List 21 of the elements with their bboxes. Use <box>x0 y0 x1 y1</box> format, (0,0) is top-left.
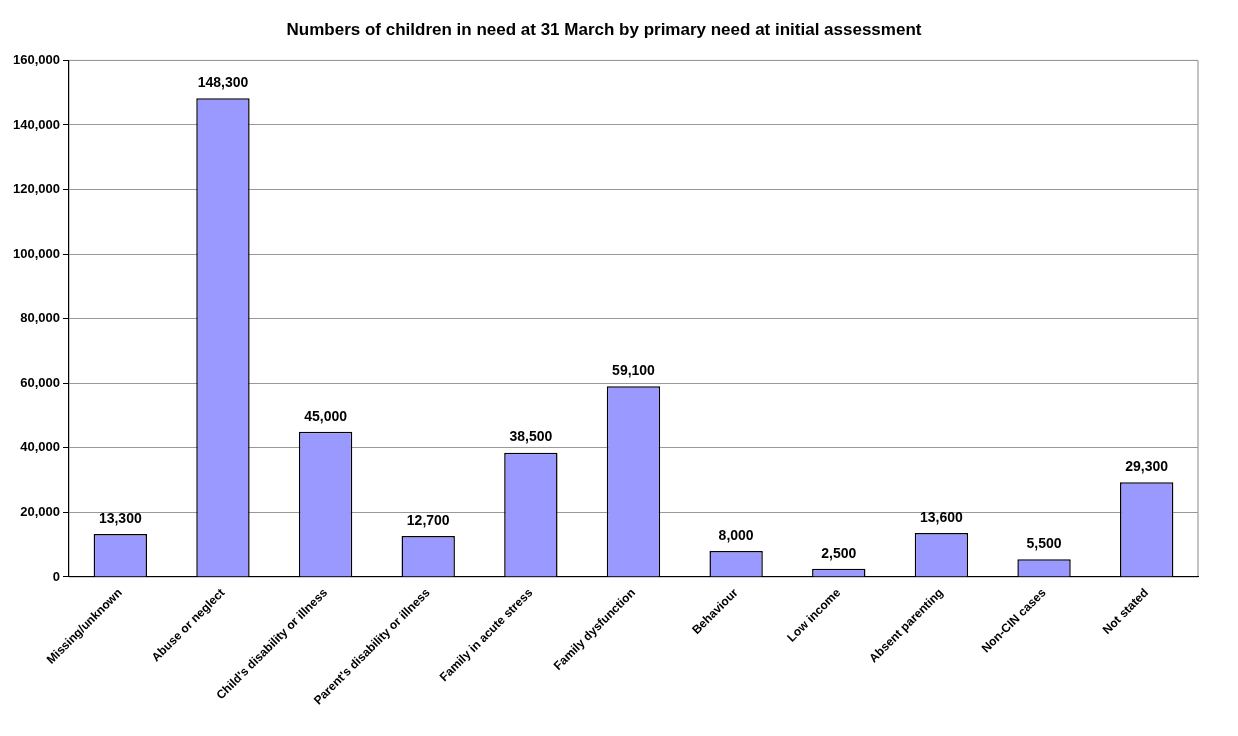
data-label: 29,300 <box>1125 458 1169 475</box>
y-tick-label: 40,000 <box>20 439 60 455</box>
data-label: 148,300 <box>197 74 249 91</box>
y-tick-label: 100,000 <box>12 245 60 261</box>
data-label: 12,700 <box>406 511 450 528</box>
data-label: 2,500 <box>821 544 857 561</box>
data-label: 8,000 <box>718 526 754 543</box>
data-label: 13,300 <box>98 509 142 526</box>
y-tick-label: 160,000 <box>12 51 60 67</box>
y-tick-label: 60,000 <box>20 374 60 390</box>
data-label: 45,000 <box>304 407 348 424</box>
y-tick-label: 80,000 <box>20 310 60 326</box>
data-label: 38,500 <box>509 428 553 445</box>
y-tick-label: 120,000 <box>12 181 60 197</box>
y-tick-label: 20,000 <box>20 503 60 519</box>
y-tick-label: 0 <box>52 568 60 584</box>
data-label: 13,600 <box>919 508 964 525</box>
chart-title: Numbers of children in need at 31 March by primary need at initial assessment <box>286 19 922 39</box>
data-label: 59,100 <box>612 361 656 378</box>
y-tick-label: 140,000 <box>12 116 60 132</box>
data-label: 5,500 <box>1026 535 1062 552</box>
